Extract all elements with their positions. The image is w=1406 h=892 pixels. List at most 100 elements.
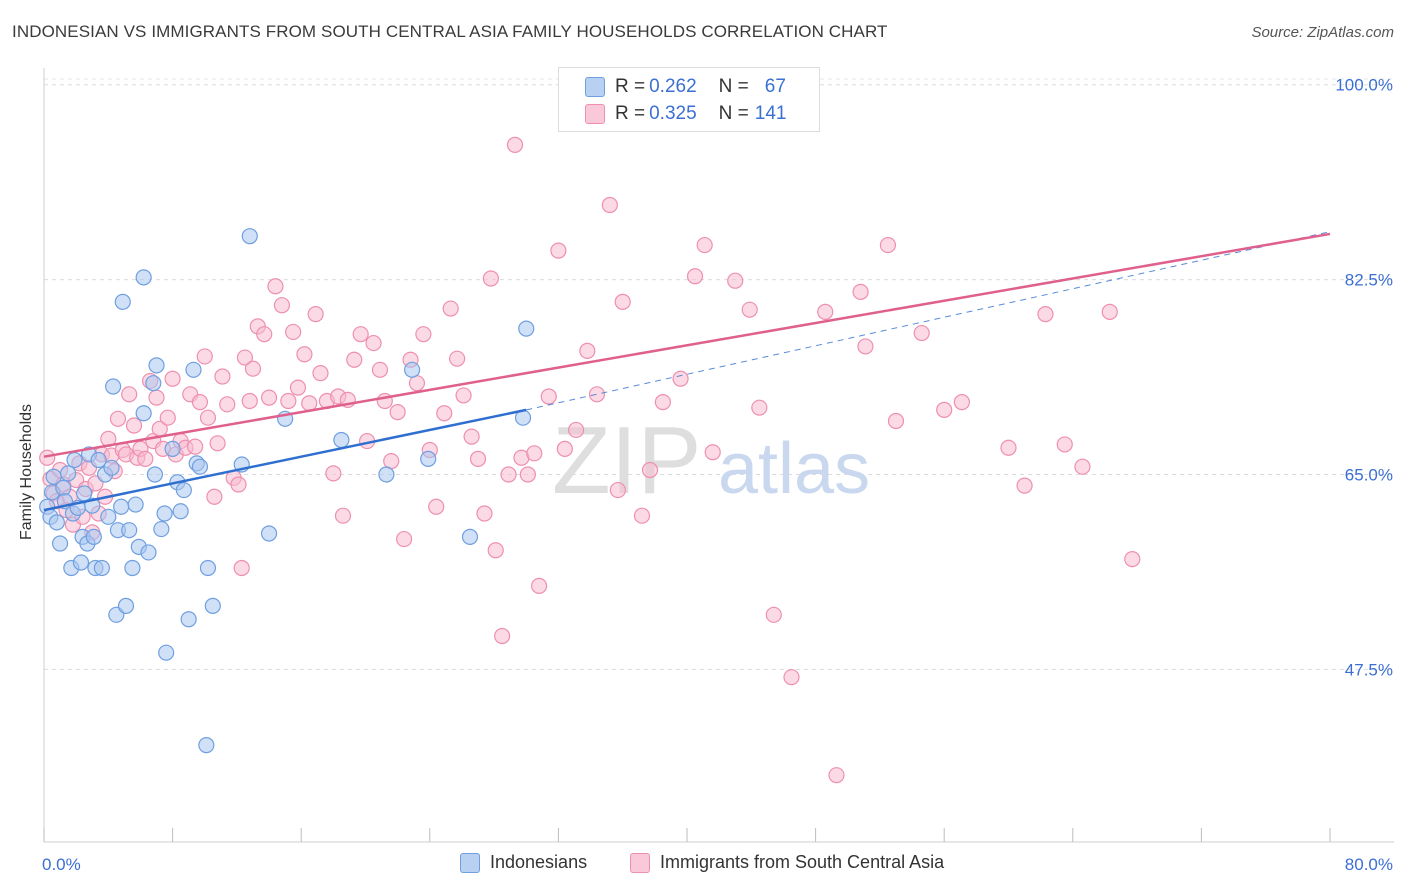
point-indonesians	[241, 228, 258, 245]
gridlines	[44, 78, 1394, 670]
point-immigrants	[696, 236, 713, 254]
point-immigrants	[817, 303, 834, 320]
point-indonesians	[140, 544, 157, 561]
point-indonesians	[180, 611, 197, 628]
point-immigrants	[506, 136, 524, 153]
point-immigrants	[1056, 436, 1073, 453]
point-immigrants	[494, 627, 511, 645]
point-indonesians	[175, 481, 192, 499]
point-indonesians	[90, 451, 107, 469]
point-immigrants	[727, 272, 744, 289]
legend-swatch-pink	[585, 104, 605, 124]
point-immigrants	[219, 396, 236, 413]
point-indonesians	[172, 503, 189, 520]
chart-source: Source: ZipAtlas.com	[1251, 24, 1394, 41]
point-indonesians	[420, 450, 437, 467]
point-immigrants	[148, 389, 165, 406]
point-indonesians	[191, 458, 209, 475]
point-immigrants	[1124, 551, 1141, 568]
point-immigrants	[256, 326, 273, 343]
point-indonesians	[164, 440, 181, 457]
point-immigrants	[567, 421, 585, 439]
point-indonesians	[103, 459, 120, 476]
point-immigrants	[280, 392, 297, 410]
point-indonesians	[105, 378, 122, 395]
point-indonesians	[148, 357, 165, 374]
point-immigrants	[352, 326, 369, 343]
n-label: N =	[718, 76, 749, 97]
point-immigrants	[913, 324, 930, 342]
point-immigrants	[857, 338, 874, 355]
data-points	[39, 110, 1141, 784]
point-indonesians	[204, 597, 221, 615]
point-immigrants	[556, 440, 573, 457]
point-indonesians	[135, 405, 152, 422]
point-indonesians	[48, 514, 65, 531]
point-immigrants	[209, 435, 226, 452]
point-indonesians	[60, 465, 77, 482]
point-immigrants	[191, 394, 209, 411]
trend-lines	[43, 231, 1331, 512]
point-immigrants	[487, 542, 504, 559]
point-indonesians	[199, 559, 217, 577]
point-indonesians	[51, 535, 69, 552]
point-immigrants	[1016, 477, 1033, 494]
point-immigrants	[783, 669, 800, 686]
point-indonesians	[124, 559, 141, 577]
point-immigrants	[953, 394, 970, 411]
point-immigrants	[408, 375, 426, 392]
point-immigrants	[469, 450, 487, 467]
point-immigrants	[395, 530, 413, 548]
point-immigrants	[654, 394, 671, 411]
point-immigrants	[641, 461, 659, 479]
point-immigrants	[301, 395, 318, 412]
y-tick-label: 65.0%	[1345, 465, 1393, 484]
y-tick-label: 47.5%	[1345, 660, 1393, 679]
r-value: 0.262	[649, 76, 697, 97]
point-indonesians	[333, 431, 350, 449]
point-immigrants	[1101, 303, 1118, 320]
point-immigrants	[233, 559, 250, 577]
point-immigrants	[482, 270, 499, 287]
point-immigrants	[1074, 458, 1091, 475]
point-immigrants	[1000, 439, 1017, 456]
tick-labels: 100.0% 82.5% 65.0% 47.5% 0.0% 80.0%	[42, 76, 1393, 874]
x-tick-label-left: 0.0%	[42, 855, 81, 874]
r-label: R =	[615, 76, 646, 97]
point-immigrants	[751, 399, 768, 416]
point-immigrants	[741, 301, 758, 318]
point-indonesians	[156, 505, 173, 522]
chart-title: INDONESIAN VS IMMIGRANTS FROM SOUTH CENT…	[12, 22, 888, 41]
point-immigrants	[428, 498, 445, 515]
trend-line-indonesians-extension	[526, 231, 1331, 411]
point-immigrants	[887, 412, 905, 430]
legend-swatch-blue	[585, 77, 605, 97]
point-immigrants	[463, 428, 480, 445]
point-indonesians	[114, 293, 131, 310]
watermark-atlas: atlas	[718, 429, 870, 509]
point-indonesians	[55, 479, 72, 496]
point-immigrants	[415, 326, 432, 343]
point-immigrants	[230, 476, 247, 493]
legend-item-immigrants: Immigrants from South Central Asia	[630, 852, 944, 873]
point-immigrants	[531, 577, 548, 594]
point-immigrants	[365, 334, 382, 352]
series-legend: Indonesians Immigrants from South Centra…	[0, 852, 1406, 878]
point-immigrants	[334, 507, 352, 524]
stats-legend: R = 0.262 N = 67 R = 0.325 N = 141	[558, 67, 820, 132]
point-immigrants	[879, 236, 897, 254]
point-immigrants	[383, 453, 400, 470]
point-immigrants	[936, 401, 953, 418]
point-immigrants	[137, 450, 154, 467]
point-immigrants	[312, 365, 329, 382]
point-immigrants	[828, 767, 845, 784]
point-immigrants	[852, 283, 869, 300]
point-immigrants	[1037, 306, 1054, 323]
point-immigrants	[614, 293, 631, 310]
point-immigrants	[449, 350, 466, 367]
point-immigrants	[121, 386, 138, 403]
point-immigrants	[325, 465, 342, 482]
point-immigrants	[244, 360, 262, 377]
point-indonesians	[66, 451, 83, 469]
point-immigrants	[519, 466, 536, 483]
